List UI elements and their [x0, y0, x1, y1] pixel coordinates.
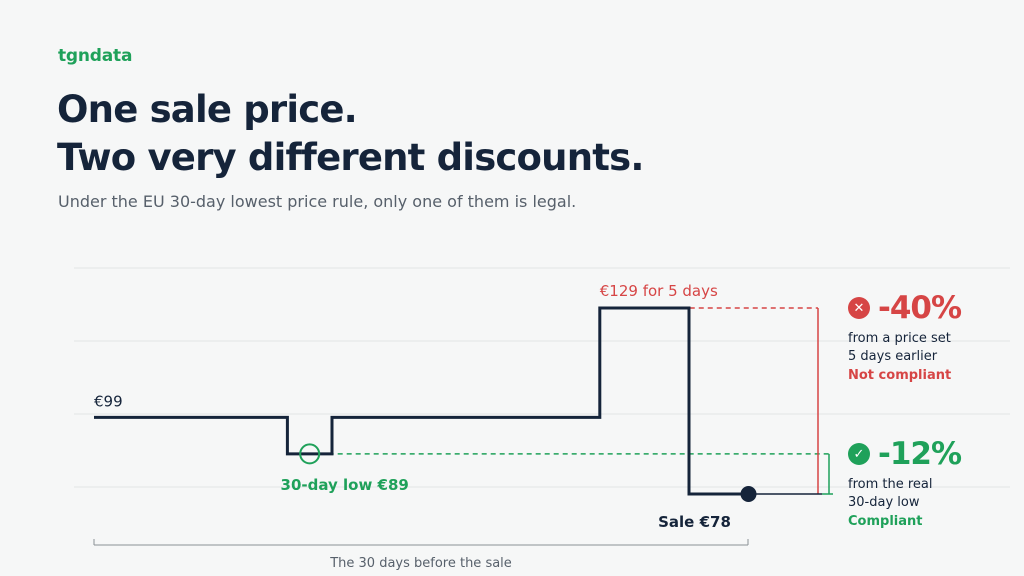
brand-logo: tgndata [58, 46, 133, 66]
not-compliant-note: from a price set 5 days earlier [848, 330, 961, 366]
title-line-2: Two very different discounts. [57, 136, 644, 179]
x-axis-label: The 30 days before the sale [329, 556, 512, 571]
compliant-status: Compliant [848, 514, 923, 529]
page-subtitle: Under the EU 30-day lowest price rule, o… [58, 192, 577, 211]
note-line: 30-day low [848, 495, 920, 510]
not-compliant-percentage: -40% [878, 290, 962, 326]
not-compliant-panel: ✕ -40% from a price set 5 days earlier N… [848, 290, 962, 383]
title-line-1: One sale price. [57, 88, 358, 131]
low-price-marker [299, 443, 321, 465]
note-line: from a price set [848, 331, 951, 346]
compliant-panel: ✓ -12% from the real 30-day low Complian… [848, 436, 962, 529]
x-circle-icon: ✕ [848, 297, 870, 319]
sale-price-label: Sale €78 [658, 513, 731, 531]
x-axis-bracket [93, 539, 749, 546]
peak-price-label: €129 for 5 days [600, 282, 718, 300]
note-line: from the real [848, 477, 933, 492]
start-price-label: €99 [94, 392, 123, 410]
not-compliant-status: Not compliant [848, 368, 952, 383]
check-circle-icon: ✓ [848, 443, 870, 465]
compliant-percentage: -12% [878, 436, 962, 472]
sale-price-marker [740, 486, 757, 502]
page-title: One sale price. Two very different disco… [57, 86, 644, 182]
price-step-line [94, 306, 749, 496]
chart-grid [74, 267, 1010, 488]
note-line: 5 days earlier [848, 349, 938, 364]
compliant-note: from the real 30-day low [848, 476, 961, 512]
low-price-label: 30-day low €89 [281, 476, 409, 494]
